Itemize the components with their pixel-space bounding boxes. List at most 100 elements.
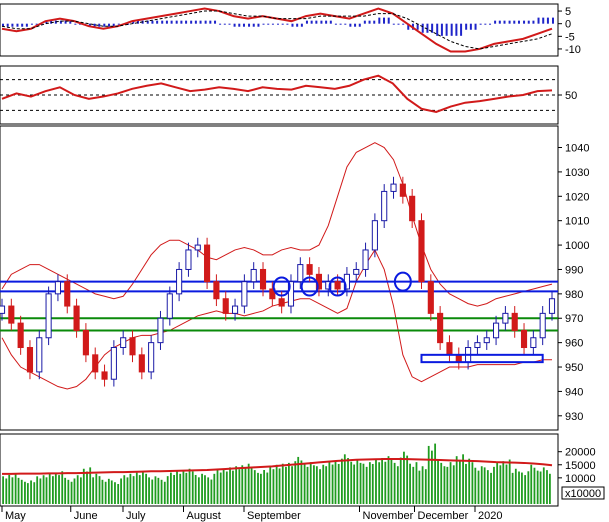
- rsi-y-ticks: 50: [558, 90, 577, 102]
- y-tick-label: 0: [565, 19, 571, 31]
- macd-histogram-bar: [503, 20, 506, 24]
- macd-histogram-bar: [112, 23, 115, 27]
- macd-histogram-bar: [161, 20, 164, 24]
- macd-histogram-bar: [59, 20, 62, 24]
- macd-histogram-bar: [416, 23, 419, 30]
- macd-histogram-bar: [146, 20, 149, 24]
- y-tick-label: 990: [565, 264, 583, 276]
- volume-bar: [219, 472, 222, 504]
- rsi-line: [1, 74, 553, 114]
- volume-bar: [213, 473, 216, 504]
- macd-histogram-bar: [117, 23, 120, 25]
- volume-bar: [431, 450, 433, 504]
- price-y-ticks: 1040 1030 1020 1010 1000 990 980 970 960 950 940 93…: [558, 143, 589, 423]
- y-tick-label: 1030: [565, 167, 589, 179]
- macd-histogram-bar: [320, 20, 323, 24]
- y-tick-label: 20000: [565, 447, 596, 459]
- volume-bar: [145, 473, 148, 504]
- macd-histogram-bar: [378, 17, 381, 24]
- volume-bar: [5, 478, 8, 504]
- volume-bar: [315, 466, 318, 504]
- macd-histogram-bar: [498, 20, 501, 24]
- macd-histogram-bar: [349, 23, 352, 27]
- volume-bar: [356, 459, 359, 504]
- volume-bar: [101, 479, 104, 504]
- y-tick-label: 1010: [565, 216, 589, 228]
- macd-histogram-bar: [50, 20, 53, 24]
- macd-histogram-bar: [16, 23, 19, 27]
- macd-histogram-bar: [214, 20, 217, 24]
- macd-histogram-bar: [199, 20, 202, 24]
- volume-bar: [384, 461, 387, 504]
- macd-histogram-bar: [64, 20, 67, 24]
- candle-body: [325, 281, 332, 290]
- candle-body: [409, 195, 416, 222]
- y-tick-label: 950: [565, 362, 583, 374]
- volume-bar: [8, 474, 11, 504]
- candle-body: [54, 281, 61, 295]
- volume-bar: [393, 462, 396, 504]
- candle-body: [138, 354, 145, 373]
- volume-bar: [260, 473, 262, 504]
- volume-bar: [17, 477, 20, 504]
- candle-body: [82, 329, 89, 356]
- circle-mark: [300, 276, 319, 297]
- volume-bar: [331, 464, 334, 504]
- volume-bar: [135, 472, 138, 504]
- candle-body: [520, 329, 528, 349]
- volume-bar: [465, 463, 467, 504]
- macd-histogram-bar: [440, 23, 443, 36]
- candlesticks: [0, 176, 556, 387]
- macd-histogram-bar: [277, 23, 279, 25]
- macd-histogram-bar: [286, 23, 289, 25]
- macd-histogram-bar: [88, 23, 91, 27]
- volume-bar: [291, 466, 293, 504]
- volume-bar: [471, 462, 474, 504]
- bollinger-upper-band: [1, 142, 553, 307]
- candle-body: [231, 305, 239, 314]
- candle-body: [455, 354, 462, 363]
- volume-bar: [368, 462, 371, 504]
- volume-bar: [375, 458, 377, 504]
- macd-histogram-bar: [339, 23, 342, 25]
- candle-body: [418, 220, 425, 283]
- volume-bar: [365, 466, 368, 504]
- macd-histogram-bar: [300, 23, 303, 27]
- volume-bar: [79, 477, 82, 504]
- candle-body: [297, 264, 304, 283]
- macd-histogram-bar: [103, 23, 106, 27]
- candle-body: [427, 281, 434, 314]
- volume-bar: [328, 461, 331, 504]
- macd-histogram-bar: [305, 20, 308, 24]
- macd-histogram-bar: [11, 23, 14, 27]
- candle-body: [204, 244, 211, 283]
- macd-histogram-bar: [527, 20, 530, 24]
- volume-bar: [527, 471, 530, 504]
- volume-bar: [468, 458, 471, 504]
- macd-histogram-bar: [489, 23, 492, 25]
- volume-bar: [387, 456, 390, 504]
- macd-histogram-bar: [537, 17, 540, 24]
- candle-body: [64, 281, 71, 307]
- candle-body: [185, 249, 192, 270]
- candle-body: [278, 298, 285, 307]
- circle-mark: [272, 276, 291, 297]
- macd-histogram-bar: [108, 23, 111, 27]
- volume-bar: [154, 476, 157, 504]
- volume-bar: [542, 467, 545, 504]
- volume-bar: [486, 470, 489, 504]
- volume-bar: [89, 467, 92, 504]
- y-tick-label: 930: [565, 411, 583, 423]
- volume-bar: [148, 477, 150, 504]
- candle-body: [353, 268, 360, 275]
- macd-histogram-bar: [426, 23, 429, 33]
- macd-histogram-bar: [242, 23, 245, 27]
- volume-bar: [210, 479, 213, 504]
- volume-bar: [458, 459, 461, 504]
- volume-bar: [406, 455, 409, 504]
- candle-body: [176, 268, 183, 295]
- macd-histogram-bar: [431, 23, 434, 33]
